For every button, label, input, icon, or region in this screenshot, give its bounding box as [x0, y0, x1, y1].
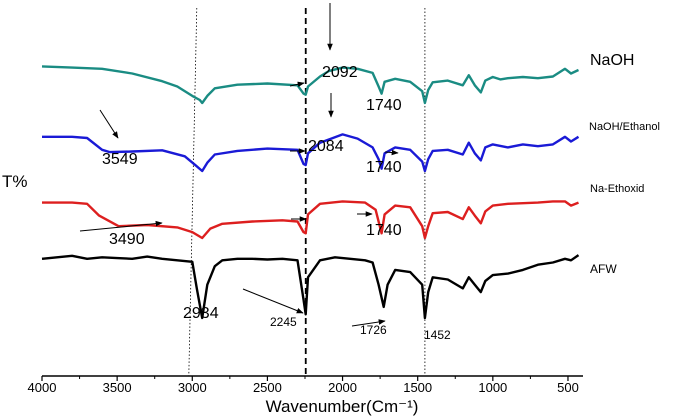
series-line-na-ethoxid: [42, 200, 579, 240]
x-tick-label: 2500: [253, 380, 282, 395]
annotation-arrow: [351, 319, 386, 327]
series-label: Na-Ethoxid: [590, 183, 644, 195]
series-line-naoh-ethanol: [42, 133, 580, 173]
series-label: NaOH: [590, 52, 634, 69]
reference-lines: [188, 7, 426, 377]
peak-annotation: 2245: [270, 315, 297, 329]
x-axis-title: Wavenumber(Cm⁻¹): [266, 397, 419, 416]
series-labels: NaOH NaOH/Ethanol Na-Ethoxid AFW: [589, 52, 660, 276]
peak-annotation: 2084: [308, 138, 344, 155]
series-line-naoh: [41, 65, 580, 105]
annotation-arrows: [79, 3, 399, 327]
x-tick-label: 3000: [178, 380, 207, 395]
annotation-labels: 2092 1740 3549 2084 1740 3490 1740 2934 2245 1726…: [102, 64, 451, 342]
peak-annotation: 1740: [366, 159, 402, 176]
series-line-afw: [41, 254, 580, 320]
peak-annotation: 1452: [424, 328, 451, 342]
peak-annotation: 3549: [102, 151, 138, 168]
annotation-arrow: [79, 220, 163, 232]
peak-annotation: 3490: [109, 231, 145, 248]
series-label: NaOH/Ethanol: [589, 121, 660, 133]
x-tick-label: 500: [557, 380, 579, 395]
annotation-arrow: [99, 109, 119, 139]
x-tick-label: 1000: [478, 380, 507, 395]
x-tick-label: 2000: [328, 380, 357, 395]
annotation-arrow: [384, 149, 399, 156]
x-axis: 4000 3500 3000 2500 2000 1500 1000 500: [28, 375, 583, 395]
annotation-arrow: [289, 81, 305, 88]
y-axis-title: T%: [2, 172, 28, 191]
peak-annotation: 1740: [366, 97, 402, 114]
peak-annotation: 1726: [360, 323, 387, 337]
series-label: AFW: [590, 262, 617, 276]
peak-annotation: 2092: [322, 64, 358, 81]
peak-annotation: 1740: [366, 222, 402, 239]
peak-annotation: 2934: [183, 305, 219, 322]
annotation-arrow: [242, 288, 304, 314]
x-tick-label: 1500: [403, 380, 432, 395]
x-tick-label: 3500: [103, 380, 132, 395]
series-group: [41, 65, 580, 320]
x-tick-label: 4000: [28, 380, 57, 395]
